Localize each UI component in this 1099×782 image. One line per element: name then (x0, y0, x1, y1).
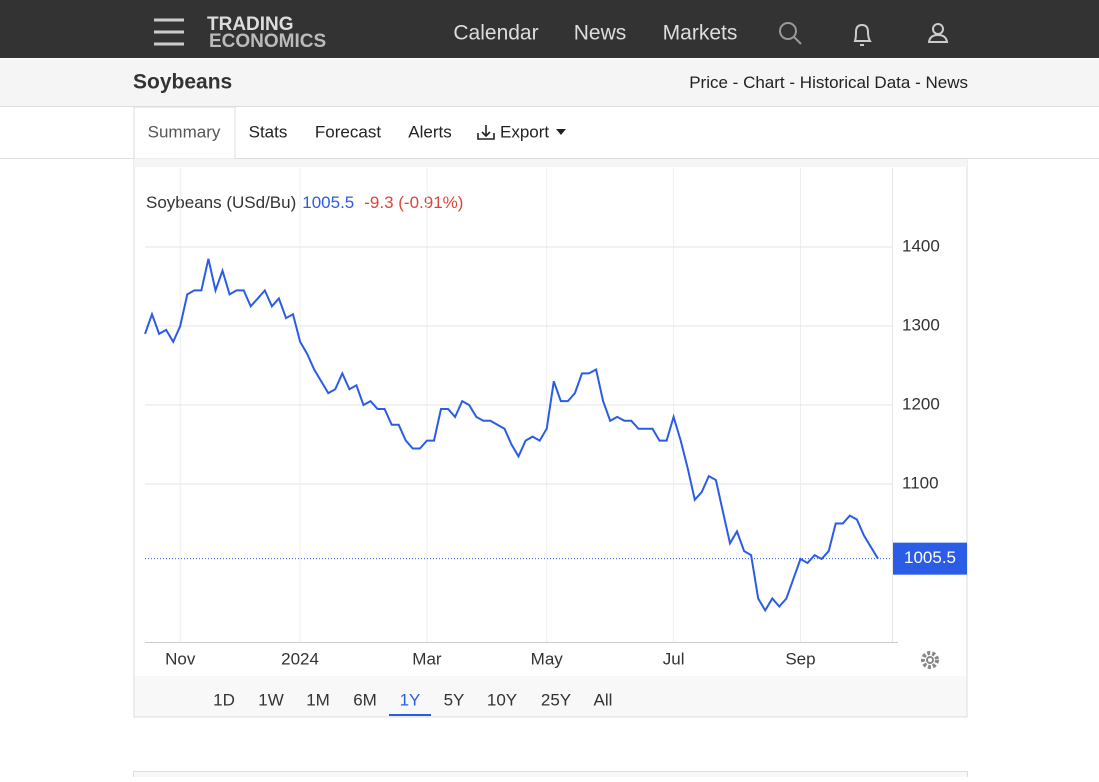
y-tick-label: 1200 (902, 394, 940, 413)
top-bar (0, 0, 1099, 58)
menu-icon[interactable] (154, 18, 184, 46)
card-strip (134, 159, 967, 167)
logo[interactable]: ECONOMICS (209, 31, 326, 52)
price-label-box (893, 542, 967, 575)
x-tick-label: Jul (663, 649, 685, 668)
range-button[interactable]: 1Y (400, 690, 421, 709)
chart-card (133, 158, 968, 718)
x-tick-label: 2024 (281, 649, 319, 668)
range-button[interactable]: 5Y (444, 690, 465, 709)
x-tick-label: Mar (412, 649, 442, 668)
next-card (133, 771, 968, 782)
x-tick-label: May (531, 649, 564, 668)
logo[interactable]: TRADING (207, 14, 294, 35)
separator: - (915, 73, 921, 92)
price-label: 1005.5 (904, 548, 956, 567)
tab[interactable]: Export (500, 122, 549, 141)
header-links[interactable]: Price - Chart - Historical Data - News (689, 73, 968, 92)
caret (556, 129, 566, 135)
header-link[interactable]: Chart (743, 73, 785, 92)
header-link[interactable]: Price (689, 73, 728, 92)
range-button[interactable]: 6M (353, 690, 377, 709)
last-value: 1005.5 (302, 193, 354, 212)
user-icon[interactable] (927, 23, 949, 43)
price-line (144, 258, 879, 613)
nav-link[interactable]: News (574, 22, 627, 45)
range-button[interactable]: 25Y (541, 690, 571, 709)
active-underline (389, 714, 431, 716)
page-title: Soybeans (133, 71, 232, 94)
nav-link[interactable]: Calendar (453, 22, 538, 45)
range-button[interactable]: 1D (213, 690, 235, 709)
separator: - (789, 73, 795, 92)
separator: - (733, 73, 739, 92)
tab[interactable]: Forecast (315, 122, 381, 141)
tab[interactable]: Alerts (408, 122, 451, 141)
y-tick-label: 1300 (902, 315, 940, 334)
range-bar (134, 676, 967, 717)
x-tick-label: Nov (165, 649, 196, 668)
bell-icon[interactable] (853, 23, 872, 46)
range-button[interactable]: 10Y (487, 690, 517, 709)
header-link[interactable]: Historical Data (800, 73, 911, 92)
tab[interactable]: Summary (148, 122, 221, 141)
sub-header (0, 59, 1099, 106)
nav-link[interactable]: Markets (663, 22, 738, 45)
search-icon[interactable] (779, 22, 802, 45)
settings-icon[interactable] (921, 651, 939, 669)
range-button[interactable]: All (594, 690, 613, 709)
x-tick-label: Sep (785, 649, 815, 668)
change: -9.3 (-0.91%) (364, 193, 463, 212)
chart-header: Soybeans (USd/Bu) 1005.5 -9.3 (-0.91%) (146, 193, 463, 212)
range-button[interactable]: 1M (306, 690, 330, 709)
tab[interactable]: Stats (249, 122, 288, 141)
y-tick-label: 1100 (902, 473, 939, 492)
chart-title: Soybeans (USd/Bu) (146, 193, 296, 212)
range-button[interactable]: 1W (258, 690, 284, 709)
header-link[interactable]: News (925, 73, 968, 92)
y-tick-label: 1400 (902, 236, 940, 255)
active-tab[interactable] (133, 106, 236, 160)
download-icon[interactable] (477, 125, 495, 140)
